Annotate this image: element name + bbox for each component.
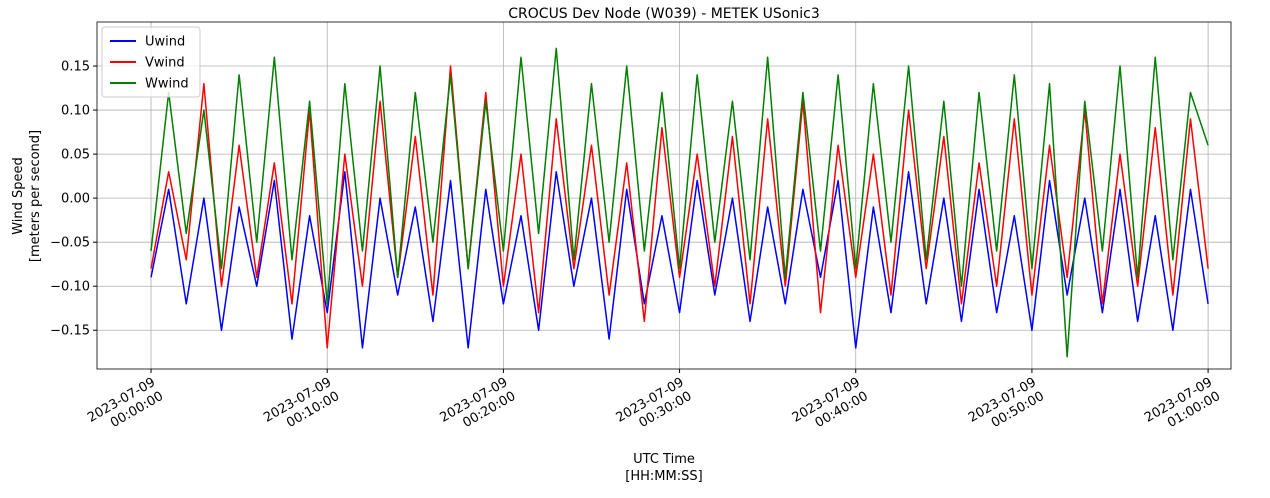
y-axis-label: [meters per second] — [28, 130, 43, 262]
x-axis-label: [HH:MM:SS] — [625, 469, 702, 484]
y-tick-label: −0.10 — [50, 280, 90, 295]
data-line — [150, 47, 1209, 358]
plot-frame — [96, 21, 1232, 370]
legend-box — [101, 26, 201, 98]
y-tick-label: −0.15 — [50, 324, 90, 339]
y-tick-label: 0.15 — [61, 60, 90, 75]
legend-label: Wwind — [145, 77, 189, 92]
y-tick-label: −0.05 — [50, 236, 90, 251]
x-axis-label: UTC Time — [633, 452, 695, 467]
legend-label: Vwind — [145, 56, 185, 71]
chart-title: CROCUS Dev Node (W039) - METEK USonic3 — [508, 6, 819, 22]
data-line — [150, 65, 1209, 349]
y-tick-label: 0.05 — [61, 148, 90, 163]
y-tick-label: 0.00 — [61, 192, 90, 207]
data-line — [150, 170, 1209, 349]
y-tick-label: 0.10 — [61, 104, 90, 119]
y-axis-label: Wind Speed — [11, 157, 26, 235]
legend-label: Uwind — [145, 35, 185, 50]
